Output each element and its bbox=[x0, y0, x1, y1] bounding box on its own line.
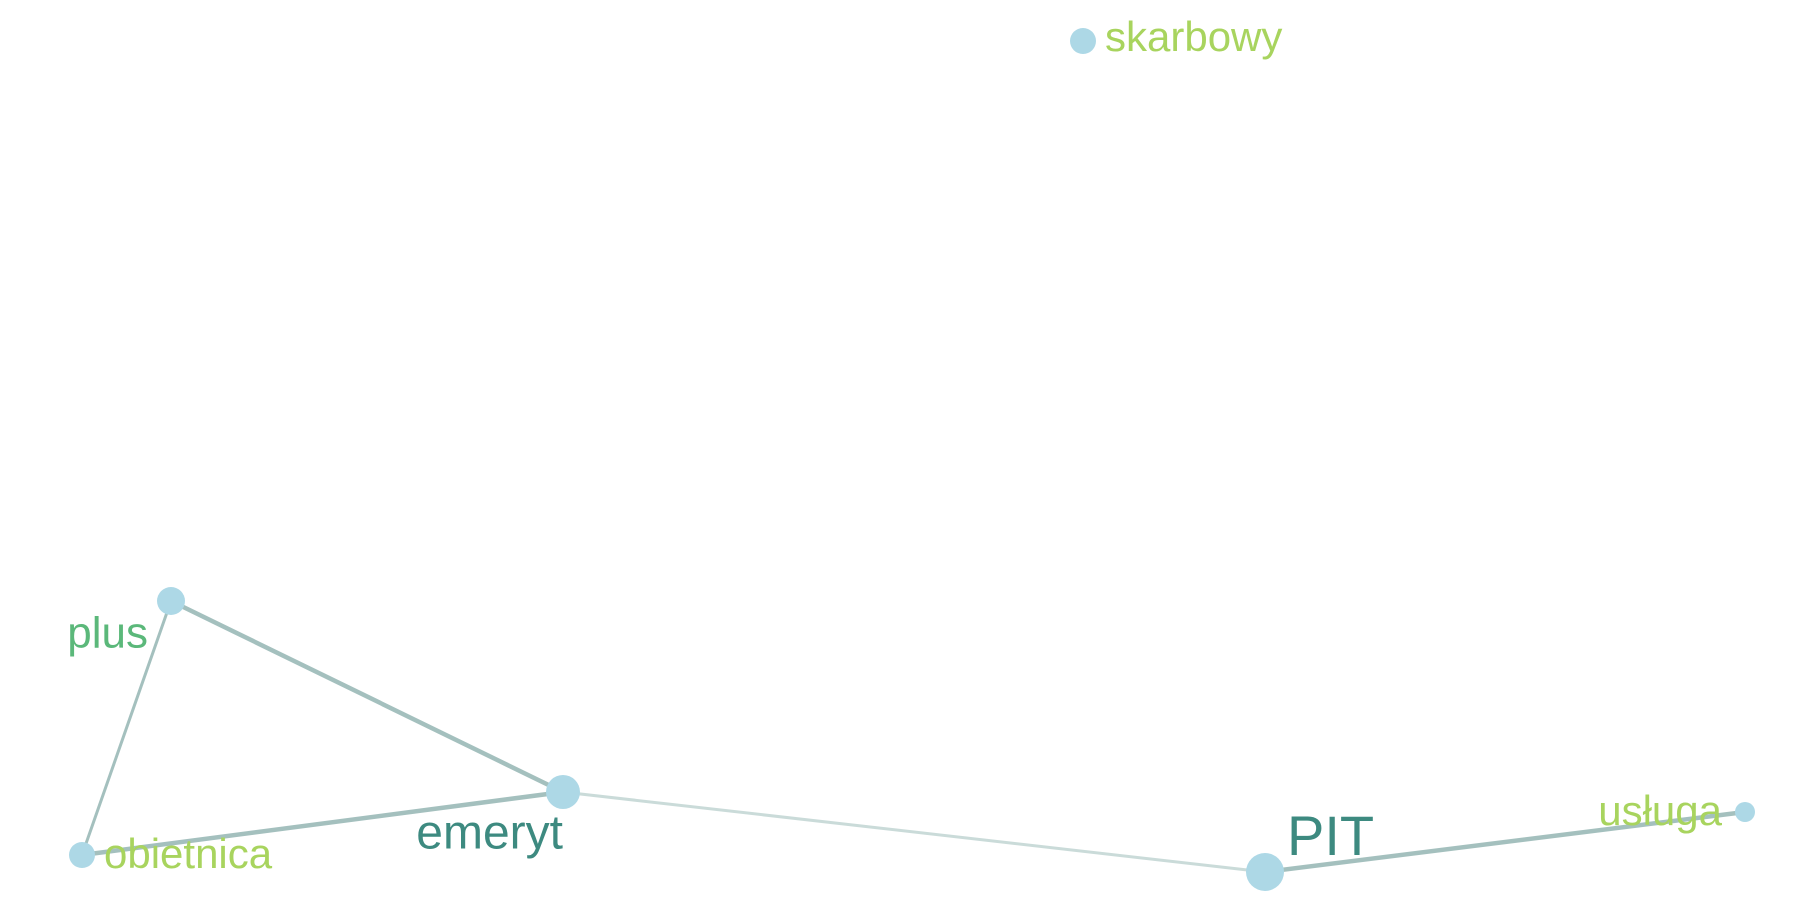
node-label-skarbowy: skarbowy bbox=[1105, 13, 1282, 60]
node-usluga[interactable] bbox=[1735, 802, 1755, 822]
nodes-layer bbox=[69, 28, 1755, 891]
node-label-obietnica: obietnica bbox=[104, 830, 273, 877]
node-emeryt[interactable] bbox=[546, 775, 580, 809]
labels-layer: skarbowy plus emeryt obietnica PIT usługa bbox=[67, 13, 1722, 877]
node-label-plus: plus bbox=[67, 609, 148, 658]
node-obietnica[interactable] bbox=[69, 842, 95, 868]
edges-layer bbox=[82, 601, 1745, 872]
node-label-PIT: PIT bbox=[1287, 804, 1374, 867]
node-skarbowy[interactable] bbox=[1070, 28, 1096, 54]
edge-plus-emeryt bbox=[171, 601, 563, 792]
node-plus[interactable] bbox=[157, 587, 185, 615]
edge-emeryt-PIT bbox=[563, 792, 1265, 872]
node-label-usluga: usługa bbox=[1598, 787, 1722, 834]
node-PIT[interactable] bbox=[1246, 853, 1284, 891]
node-label-emeryt: emeryt bbox=[416, 807, 563, 860]
